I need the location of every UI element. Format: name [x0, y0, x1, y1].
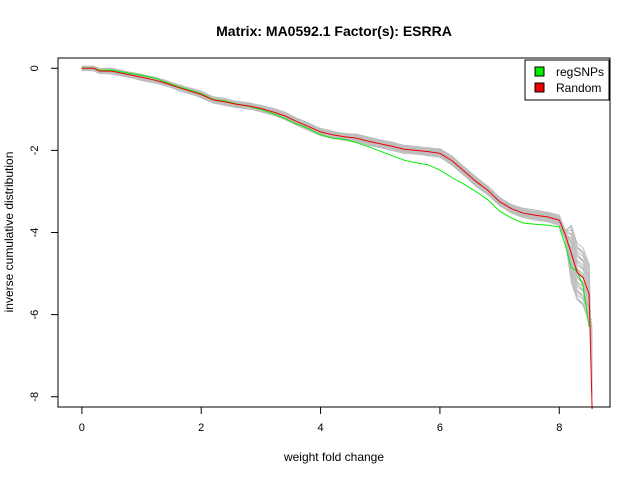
x-axis-label: weight fold change — [283, 450, 384, 464]
x-tick-label: 0 — [79, 422, 85, 434]
x-tick-label: 4 — [318, 422, 324, 434]
series-line-regsnps — [81, 67, 590, 327]
legend-swatch-regsnps — [534, 66, 545, 77]
legend-label-regsnps: regSNPs — [556, 65, 604, 79]
y-axis-label: inverse cumulative distribution — [2, 152, 16, 313]
y-tick-label: -2 — [29, 145, 41, 155]
random-sample-line — [81, 66, 593, 397]
y-tick-label: -6 — [29, 310, 41, 320]
x-tick-label: 2 — [198, 422, 204, 434]
y-tick-label: -4 — [29, 228, 41, 238]
legend-swatch-random — [534, 82, 545, 93]
chart-title: Matrix: MA0592.1 Factor(s): ESRRA — [216, 23, 452, 39]
legend: regSNPs Random — [524, 59, 610, 101]
legend-label-random: Random — [556, 81, 601, 95]
y-tick-label: 0 — [29, 65, 41, 71]
series-lines — [81, 67, 593, 410]
plot-frame — [57, 57, 611, 408]
y-tick-label: -8 — [29, 392, 41, 402]
x-tick-label: 6 — [437, 422, 443, 434]
x-tick-label: 8 — [556, 422, 562, 434]
series-line-random — [81, 67, 593, 410]
